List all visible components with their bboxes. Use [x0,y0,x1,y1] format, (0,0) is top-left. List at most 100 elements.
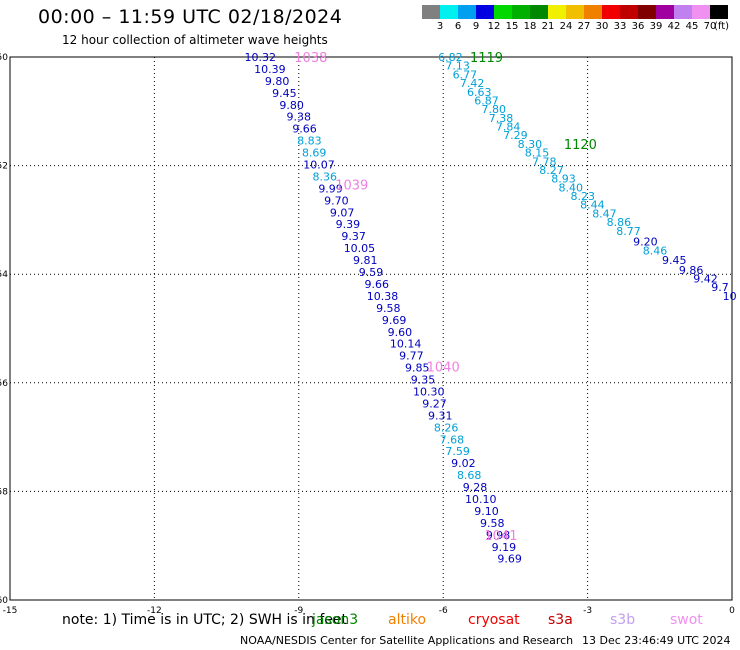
wave-height-label: 9.70 [324,194,349,207]
satellite-label-cryosat: cryosat [468,612,520,628]
wave-height-label: 9.35 [411,374,436,387]
wave-height-label: 8.69 [302,147,327,160]
chart-subtitle: 12 hour collection of altimeter wave hei… [62,33,328,47]
wave-height-label: 7.68 [440,433,465,446]
color-scale-swatch [638,5,656,19]
x-tick-label: -12 [147,606,162,616]
wave-height-label: 8.15 [525,147,550,160]
wave-height-label: 6.82 [438,51,463,64]
wave-height-label: 9.39 [336,218,361,231]
color-scale-swatch [530,5,548,19]
wave-height-label: 9.02 [451,457,476,470]
color-scale-swatch [602,5,620,19]
wave-height-label: 9.66 [365,278,390,291]
wave-height-label: 9.7 [711,281,729,294]
color-scale-label: 18 [523,21,537,32]
x-tick-label: -3 [583,606,592,616]
wave-height-label: 10.30 [413,385,445,398]
wave-height-label: 9.45 [272,87,297,100]
wave-height-label: 9.31 [428,409,453,422]
x-tick-label: -15 [3,606,18,616]
wave-height-label: 9.28 [463,481,488,494]
y-tick-label: -52 [0,162,8,172]
wave-height-label: 10 [723,290,737,303]
wave-height-label: 10.10 [465,493,497,506]
wave-height-label: 9.69 [497,553,522,566]
wave-height-label: 8.26 [434,421,459,434]
satellite-label-altiko: altiko [388,612,427,628]
pass-time-label: 1120 [564,138,597,153]
wave-height-label: 7.42 [460,77,485,90]
y-tick-label: -60 [0,596,8,606]
color-scale-label: 33 [613,21,627,32]
wave-height-label: 7.29 [503,129,528,142]
wave-height-label: 6.77 [453,68,478,81]
wave-height-label: 6.63 [467,86,492,99]
wave-height-label: 9.66 [292,123,317,136]
color-scale-label: 24 [559,21,573,32]
wave-height-label: 9.86 [679,264,704,277]
wave-height-label: 8.47 [592,207,617,220]
wave-height-label: 10.32 [245,51,277,64]
wave-height-label: 9.85 [405,362,430,375]
color-scale-label: 21 [541,21,555,32]
footer-credit: NOAA/NESDIS Center for Satellite Applica… [240,634,574,647]
wave-height-label: 9.07 [330,206,355,219]
wave-height-label: 8.40 [559,181,584,194]
color-scale-label: 6 [454,21,462,32]
wave-height-label: 9.38 [287,111,312,124]
wave-height-label: 9.69 [382,314,407,327]
footer-timestamp: 13 Dec 23:46:49 UTC 2024 [582,634,731,647]
wave-height-label: 7.80 [481,103,506,116]
wave-height-label: 10.05 [344,242,376,255]
wave-height-label: 9.20 [633,236,658,249]
y-tick-label: -56 [0,379,8,389]
color-scale-label: 27 [577,21,591,32]
wave-height-label: 7.84 [496,121,521,134]
color-scale-swatch [422,5,440,19]
wave-height-label: 9.59 [359,266,384,279]
wave-height-label: 8.83 [297,135,322,148]
wave-height-label: 8.93 [551,173,576,186]
pass-time-label: 1039 [335,179,368,194]
color-scale-label: 9 [472,21,480,32]
color-scale-unit: (ft) [714,21,730,32]
wave-height-label: 9.42 [693,273,718,286]
wave-height-label: 8.27 [539,164,564,177]
wave-height-label: 6.87 [474,94,499,107]
color-scale-label: 30 [595,21,609,32]
color-scale-swatch [512,5,530,19]
wave-height-label: 10.38 [367,290,399,303]
wave-height-label: 9.81 [353,254,378,267]
color-scale-swatch [674,5,692,19]
y-tick-label: -50 [0,53,8,63]
satellite-label-swot: swot [670,612,703,628]
wave-height-label: 9.58 [480,517,505,530]
color-scale-swatch [710,5,728,19]
wave-height-label: 7.59 [445,445,470,458]
wave-height-label: 8.23 [571,190,596,203]
satellite-label-s3b: s3b [610,612,636,628]
wave-height-label: 10.07 [303,159,335,172]
color-scale-swatch [440,5,458,19]
color-scale-label: 36 [631,21,645,32]
wave-height-label: 9.98 [486,529,511,542]
color-scale-swatch [656,5,674,19]
color-scale-label: 70 [703,21,717,32]
color-scale-label: 3 [436,21,444,32]
color-scale-label: 42 [667,21,681,32]
wave-height-label: 9.60 [388,326,413,339]
color-scale-swatch [566,5,584,19]
wave-height-label: 7.13 [445,60,470,73]
wave-height-label: 7.78 [532,155,557,168]
color-scale-label: 45 [685,21,699,32]
pass-time-label: 1041 [484,529,517,544]
color-scale-swatch [458,5,476,19]
plot-frame [9,56,733,601]
color-scale-label: 15 [505,21,519,32]
wave-height-label: 9.10 [474,505,499,518]
wave-height-label: 9.27 [422,397,447,410]
satellite-label-s3a: s3a [548,612,573,628]
wave-height-label: 8.44 [580,199,605,212]
